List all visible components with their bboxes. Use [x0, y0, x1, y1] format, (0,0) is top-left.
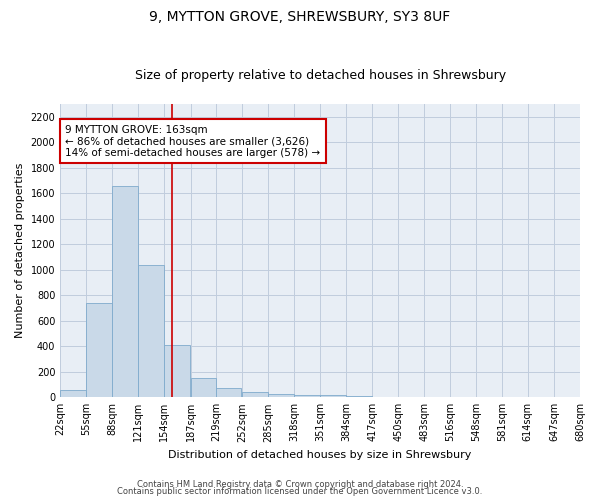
Bar: [216, 388, 241, 398]
Bar: [268, 394, 293, 398]
Bar: [86, 303, 112, 398]
Text: 9, MYTTON GROVE, SHREWSBURY, SY3 8UF: 9, MYTTON GROVE, SHREWSBURY, SY3 8UF: [149, 10, 451, 24]
Bar: [320, 396, 346, 398]
Bar: [372, 396, 398, 398]
Bar: [60, 390, 86, 398]
Bar: [112, 186, 138, 398]
Bar: [191, 378, 216, 398]
Bar: [346, 396, 372, 398]
Bar: [242, 392, 268, 398]
Text: Contains public sector information licensed under the Open Government Licence v3: Contains public sector information licen…: [118, 487, 482, 496]
Bar: [294, 395, 320, 398]
Text: Contains HM Land Registry data © Crown copyright and database right 2024.: Contains HM Land Registry data © Crown c…: [137, 480, 463, 489]
Title: Size of property relative to detached houses in Shrewsbury: Size of property relative to detached ho…: [134, 69, 506, 82]
Bar: [164, 345, 190, 398]
X-axis label: Distribution of detached houses by size in Shrewsbury: Distribution of detached houses by size …: [169, 450, 472, 460]
Text: 9 MYTTON GROVE: 163sqm
← 86% of detached houses are smaller (3,626)
14% of semi-: 9 MYTTON GROVE: 163sqm ← 86% of detached…: [65, 124, 320, 158]
Bar: [139, 264, 164, 398]
Y-axis label: Number of detached properties: Number of detached properties: [15, 163, 25, 338]
